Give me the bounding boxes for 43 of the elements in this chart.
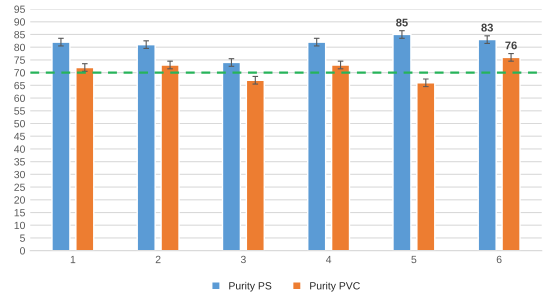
y-tick-label: 65: [14, 82, 25, 90]
y-tick-label: 95: [14, 6, 25, 13]
bar: [416, 82, 436, 251]
y-tick-label: 30: [14, 170, 25, 178]
x-tick-label: 5: [411, 256, 416, 264]
y-tick-label: 90: [14, 18, 25, 26]
bar: [222, 62, 242, 251]
y-tick-label: 60: [14, 94, 25, 102]
bar: [51, 41, 71, 251]
y-tick-label: 10: [14, 222, 25, 230]
y-tick-label: 50: [14, 120, 25, 128]
data-label: 76: [505, 41, 517, 50]
bar: [307, 41, 326, 251]
bar: [501, 56, 521, 251]
data-label: 85: [396, 18, 408, 26]
x-tick-label: 3: [240, 256, 246, 264]
bar: [246, 80, 265, 251]
bar: [392, 34, 412, 251]
y-tick-label: 70: [14, 69, 25, 77]
y-tick-label: 0: [20, 247, 25, 255]
bar: [330, 64, 350, 251]
y-tick-label: 80: [14, 44, 25, 52]
data-label: 83: [481, 24, 493, 32]
x-tick-label: 4: [326, 256, 332, 264]
y-tick-label: 25: [14, 184, 25, 191]
y-tick-label: 20: [14, 196, 25, 204]
y-tick-label: 40: [14, 145, 25, 153]
y-tick-label: 75: [14, 56, 25, 64]
y-tick-label: 5: [20, 234, 25, 242]
x-tick-label: 1: [70, 256, 76, 264]
y-tick-label: 45: [14, 132, 25, 140]
bar: [478, 38, 497, 251]
y-tick-label: 35: [14, 158, 25, 166]
y-tick-label: 85: [14, 30, 25, 38]
bar: [75, 66, 94, 251]
x-tick-label: 6: [496, 256, 502, 264]
bar: [136, 44, 156, 251]
legend-label: Purity PVC: [310, 282, 360, 292]
x-tick-label: 2: [156, 256, 160, 264]
y-tick-label: 55: [14, 107, 25, 115]
bar: [160, 64, 180, 251]
y-tick-label: 15: [14, 209, 25, 216]
legend-label: Purity PS: [229, 282, 272, 292]
